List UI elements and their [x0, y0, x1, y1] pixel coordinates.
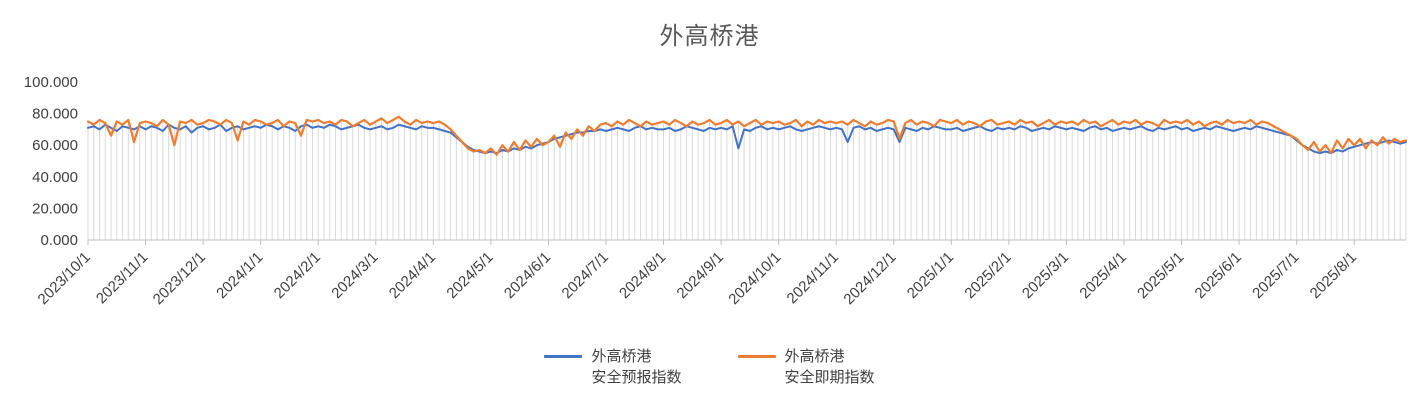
x-tick-label: 2024/1/1 [213, 249, 266, 302]
x-tick-label: 2025/8/1 [1307, 249, 1360, 302]
x-tick-label: 2023/10/1 [35, 249, 94, 308]
legend-swatch-forecast-icon [544, 355, 583, 358]
x-tick-label: 2024/2/1 [271, 249, 324, 302]
x-tick-label: 2025/2/1 [961, 249, 1014, 302]
y-axis-labels: 0.000 20.000 40.000 60.000 80.000 100.000 [24, 74, 78, 249]
chart-legend: 外高桥港 安全预报指数 外高桥港 安全即期指数 [0, 346, 1419, 388]
x-tick-label: 2024/3/1 [328, 249, 381, 302]
y-tick-label: 40.000 [32, 169, 78, 186]
x-tick-label: 2025/7/1 [1249, 249, 1302, 302]
legend-item-spot: 外高桥港 安全即期指数 [737, 346, 875, 388]
x-tick-label: 2024/4/1 [386, 249, 439, 302]
x-tick-label: 2025/6/1 [1192, 249, 1245, 302]
x-tick-label: 2024/12/1 [840, 249, 899, 308]
legend-swatch-spot-icon [737, 355, 776, 358]
y-tick-label: 20.000 [32, 200, 78, 217]
x-tick-label: 2024/8/1 [616, 249, 669, 302]
x-axis-ticks [87, 240, 1355, 245]
y-tick-label: 60.000 [32, 137, 78, 154]
x-tick-label: 2025/5/1 [1134, 249, 1187, 302]
x-tick-label: 2024/5/1 [443, 249, 496, 302]
chart-title: 外高桥港 [659, 23, 760, 50]
y-tick-label: 0.000 [40, 232, 78, 249]
droplines [87, 116, 1407, 240]
legend-forecast-line1: 外高桥港 [591, 348, 652, 365]
x-tick-label: 2024/9/1 [674, 249, 727, 302]
x-tick-label: 2023/12/1 [150, 249, 209, 308]
x-tick-label: 2024/11/1 [784, 249, 842, 307]
x-tick-label: 2023/11/1 [93, 249, 151, 307]
y-tick-label: 100.000 [24, 74, 78, 91]
legend-spot-line1: 外高桥港 [784, 348, 845, 365]
x-tick-label: 2024/7/1 [559, 249, 612, 302]
y-tick-label: 80.000 [32, 106, 78, 123]
series-spot-line [86, 115, 1408, 156]
x-tick-label: 2025/1/1 [904, 249, 957, 302]
x-tick-label: 2024/6/1 [501, 249, 554, 302]
x-tick-label: 2025/4/1 [1077, 249, 1130, 302]
legend-forecast-line2: 安全预报指数 [591, 369, 682, 386]
legend-spot-line2: 安全即期指数 [784, 369, 875, 386]
legend-item-forecast: 外高桥港 安全预报指数 [544, 346, 682, 388]
x-tick-label: 2025/3/1 [1019, 249, 1072, 302]
x-tick-label: 2024/10/1 [725, 249, 784, 308]
series-forecast-line [87, 123, 1407, 155]
